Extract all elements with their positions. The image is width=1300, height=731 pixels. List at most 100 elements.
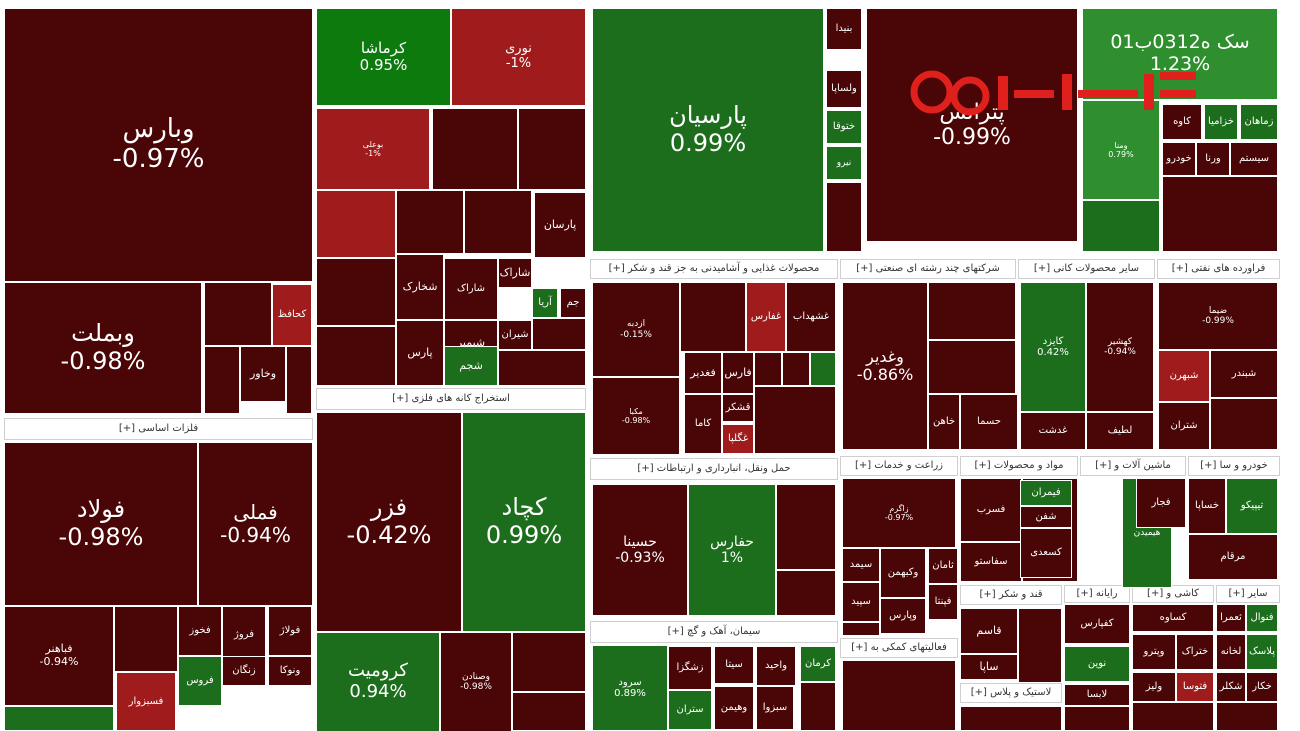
stock-tile[interactable]: فباهنر -0.94% xyxy=(4,606,114,706)
stock-tile[interactable]: ولساپا xyxy=(826,70,862,108)
stock-tile[interactable]: شاراک xyxy=(444,258,498,320)
stock-tile[interactable]: سک ه0312ب01 1.23% xyxy=(1082,8,1278,100)
stock-tile[interactable]: سپید xyxy=(842,582,880,622)
stock-tile[interactable]: فیمران xyxy=(1020,480,1072,506)
stock-tile[interactable]: وپترو xyxy=(1132,634,1176,670)
sector-header-sec-agri[interactable]: زراعت و خدمات [+] xyxy=(840,456,958,476)
stock-tile[interactable]: کرمان xyxy=(800,646,836,682)
stock-tile[interactable]: پترانس -0.99% xyxy=(866,8,1078,242)
sector-header-sec-sugar[interactable]: قند و شکر [+] xyxy=(960,585,1062,605)
stock-tile[interactable]: کچاد 0.99% xyxy=(462,412,586,632)
stock-tile[interactable]: لخانه xyxy=(1216,634,1246,670)
stock-tile[interactable]: شتران xyxy=(1158,402,1210,450)
stock-tile[interactable]: غفارس xyxy=(746,282,786,352)
stock-tile[interactable]: قاسم xyxy=(960,608,1018,654)
stock-tile[interactable]: وهیمن xyxy=(714,686,754,730)
sector-header-sec-machinery[interactable]: ماشین آلات و [+] xyxy=(1080,456,1186,476)
stock-tile[interactable]: وکبهمن xyxy=(880,548,926,598)
stock-tile[interactable]: کفپارس xyxy=(1064,604,1130,644)
stock-tile[interactable]: لابسا xyxy=(1064,684,1130,706)
stock-tile[interactable]: شکلر xyxy=(1216,672,1246,702)
stock-tile[interactable]: سبزوا xyxy=(756,686,794,730)
stock-tile[interactable]: کرماشا 0.95% xyxy=(316,8,451,106)
stock-tile[interactable]: سیستم xyxy=(1230,142,1278,176)
stock-tile[interactable]: فخوز xyxy=(178,606,222,656)
stock-tile[interactable]: پارسیان 0.99% xyxy=(592,8,824,252)
sector-header-sec-other[interactable]: سایر [+] xyxy=(1216,585,1280,603)
stock-tile[interactable]: خزامیا xyxy=(1204,104,1238,140)
stock-tile[interactable]: حسینا -0.93% xyxy=(592,484,688,616)
stock-tile[interactable]: فولاژ xyxy=(268,606,312,656)
stock-tile[interactable]: غدشت xyxy=(1020,412,1086,450)
stock-tile[interactable]: فنوال xyxy=(1246,604,1278,632)
stock-tile[interactable]: شبندر xyxy=(1210,350,1278,398)
stock-tile[interactable]: ثعمرا xyxy=(1216,604,1246,632)
stock-tile[interactable]: زماهان xyxy=(1240,104,1278,140)
stock-tile[interactable]: غشهداب xyxy=(786,282,836,352)
stock-tile[interactable]: کاما xyxy=(684,394,722,454)
stock-tile[interactable]: فولاد -0.98% xyxy=(4,442,198,606)
sector-header-sec-multi[interactable]: شرکتهای چند رشته ای صنعتی [+] xyxy=(840,259,1016,279)
stock-tile[interactable]: فروژ xyxy=(222,606,266,664)
stock-tile[interactable]: وبارس -0.97% xyxy=(4,8,313,282)
sector-header-sec-rubber[interactable]: لاستیک و پلاس [+] xyxy=(960,683,1062,703)
stock-tile[interactable]: فارس xyxy=(722,352,754,394)
stock-tile[interactable]: زاگرم -0.97% xyxy=(842,478,956,548)
stock-tile[interactable]: سرود 0.89% xyxy=(592,645,668,731)
stock-tile[interactable]: کرومیت 0.94% xyxy=(316,632,440,731)
stock-tile[interactable]: ساپا xyxy=(960,654,1018,680)
stock-tile[interactable]: کسعدی xyxy=(1020,528,1072,578)
stock-tile[interactable]: نوری -1% xyxy=(451,8,586,106)
stock-tile[interactable]: شخارک xyxy=(396,254,444,320)
sector-header-sec-food[interactable]: محصولات غذایی و آشامیدنی به جز قند و شکر… xyxy=(590,259,838,279)
stock-tile[interactable]: پارس xyxy=(396,320,444,386)
stock-tile[interactable] xyxy=(1162,176,1278,252)
stock-tile[interactable]: ثامان xyxy=(928,548,958,584)
stock-tile[interactable]: فتوسا xyxy=(1176,672,1214,702)
stock-tile[interactable]: واحید xyxy=(756,646,796,686)
stock-tile[interactable]: لطیف xyxy=(1086,412,1154,450)
stock-tile[interactable]: نوین xyxy=(1064,646,1130,682)
stock-tile[interactable]: جم xyxy=(560,288,586,318)
stock-tile[interactable]: فپنتا xyxy=(928,584,958,620)
stock-tile[interactable]: وبملت -0.98% xyxy=(4,282,202,414)
stock-tile[interactable]: خساپا xyxy=(1188,478,1226,534)
stock-tile[interactable]: مکبا -0.98% xyxy=(592,377,680,455)
stock-tile[interactable]: بنیدا xyxy=(826,8,862,50)
stock-tile[interactable]: خودرو xyxy=(1162,142,1196,176)
stock-tile[interactable]: فغدیر xyxy=(684,352,722,394)
sector-header-sec-tile[interactable]: کاشی و [+] xyxy=(1132,585,1214,603)
stock-tile[interactable]: غگلپا xyxy=(722,424,754,454)
stock-tile[interactable]: کاوه xyxy=(1162,104,1202,140)
stock-tile[interactable]: وخاور xyxy=(240,346,286,402)
stock-tile[interactable]: فجار xyxy=(1136,478,1186,528)
sector-header-sec-basic-metals[interactable]: فلزات اساسی [+] xyxy=(4,418,313,440)
stock-tile[interactable]: ولیز xyxy=(1132,672,1176,702)
stock-tile[interactable]: خاهن xyxy=(928,394,960,450)
stock-tile[interactable]: کهشیر -0.94% xyxy=(1086,282,1154,412)
stock-tile[interactable]: ازدبه -0.15% xyxy=(592,282,680,377)
stock-tile[interactable]: بوعلی -1% xyxy=(316,108,430,190)
stock-tile[interactable]: قشکر xyxy=(722,394,754,422)
stock-tile[interactable]: کحافظ xyxy=(272,284,312,346)
stock-tile[interactable]: تیپیکو xyxy=(1226,478,1278,534)
stock-tile[interactable]: شبهرن xyxy=(1158,350,1210,402)
sector-header-sec-materials[interactable]: مواد و محصولات [+] xyxy=(960,456,1078,476)
stock-tile[interactable]: ختراک xyxy=(1176,634,1214,670)
stock-tile[interactable]: وغدیر -0.86% xyxy=(842,282,928,450)
stock-tile[interactable]: سیتا xyxy=(714,646,754,684)
stock-tile[interactable]: فسرب xyxy=(960,478,1022,542)
sector-header-sec-finance[interactable]: فعالیتهای کمکی به [+] xyxy=(840,638,958,658)
sector-header-sec-auto[interactable]: خودرو و سا [+] xyxy=(1188,456,1280,476)
stock-tile[interactable]: کایزد 0.42% xyxy=(1020,282,1086,412)
stock-tile[interactable]: فروس xyxy=(178,656,222,706)
stock-tile[interactable]: نیرو xyxy=(826,146,862,180)
stock-tile[interactable]: فملی -0.94% xyxy=(198,442,313,606)
stock-tile[interactable]: فزر -0.42% xyxy=(316,412,462,632)
stock-tile[interactable]: پلاسک xyxy=(1246,634,1278,670)
stock-tile[interactable]: فسبزوار xyxy=(116,672,176,731)
stock-tile[interactable]: وصنادن -0.98% xyxy=(440,632,512,731)
stock-tile[interactable]: پارسان xyxy=(534,192,586,258)
stock-tile[interactable]: ختوقا xyxy=(826,110,862,144)
stock-tile[interactable]: خکار xyxy=(1246,672,1278,702)
